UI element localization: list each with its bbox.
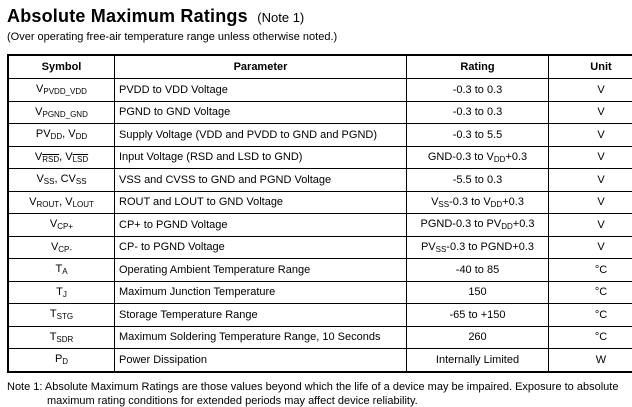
table-row: TSTG Storage Temperature Range -65 to +150… <box>7 303 632 327</box>
header-parameter: Parameter <box>114 54 407 79</box>
unit-cell: °C <box>548 258 632 282</box>
symbol-cell: TSDR <box>7 325 115 349</box>
subscript-overline: RSD <box>42 154 60 164</box>
table-row: TJ Maximum Junction Temperature 150 °C <box>7 280 632 304</box>
parameter-cell: CP- to PGND Voltage <box>114 235 407 259</box>
subscript: DD <box>501 222 513 232</box>
rating-cell: GND-0.3 to VDD+0.3 <box>406 145 549 169</box>
header-rating: Rating <box>406 54 549 79</box>
table-row: TA Operating Ambient Temperature Range -40… <box>7 258 632 282</box>
subscript: PGND_GND <box>42 109 88 119</box>
parameter-cell: Maximum Soldering Temperature Range, 10 … <box>114 325 407 349</box>
subscript: PVDD_VDD <box>43 87 87 97</box>
table-row: PD Power Dissipation Internally Limited W <box>7 348 632 372</box>
rating-cell: -0.3 to 5.5 <box>406 123 549 147</box>
subscript: SS <box>43 177 55 187</box>
unit-cell: W <box>548 348 632 372</box>
parameter-cell: Storage Temperature Range <box>114 303 407 327</box>
subscript-overline: LSD <box>72 154 89 164</box>
parameter-cell: CP+ to PGND Voltage <box>114 213 407 237</box>
subscript: DD <box>75 132 88 142</box>
rating-cell: VSS-0.3 to VDD+0.3 <box>406 190 549 214</box>
rating-cell: PGND-0.3 to PVDD+0.3 <box>406 213 549 237</box>
subscript: DD <box>50 132 63 142</box>
page-title-note: (Note 1) <box>257 10 305 25</box>
page-title-row: Absolute Maximum Ratings (Note 1) <box>7 6 625 27</box>
abs-max-ratings-table: Symbol Parameter Rating Unit VPVDD_VDD PV… <box>7 54 632 373</box>
subscript: DD <box>490 199 503 209</box>
header-unit: Unit <box>548 54 632 79</box>
unit-cell: V <box>548 213 632 237</box>
rating-cell: PVSS-0.3 to PGND+0.3 <box>406 235 549 259</box>
unit-cell: V <box>548 78 632 102</box>
unit-cell: °C <box>548 303 632 327</box>
subscript: CP- <box>58 244 73 254</box>
subscript: STG <box>56 312 74 322</box>
unit-cell: V <box>548 235 632 259</box>
table-row: VPGND_GND PGND to GND Voltage -0.3 to 0.3 V <box>7 100 632 124</box>
rating-cell: -65 to +150 <box>406 303 549 327</box>
symbol-cell: TSTG <box>7 303 115 327</box>
unit-cell: V <box>548 145 632 169</box>
symbol-cell: VPVDD_VDD <box>7 78 115 102</box>
rating-cell: Internally Limited <box>406 348 549 372</box>
subscript: D <box>62 357 69 367</box>
table-row: VPVDD_VDD PVDD to VDD Voltage -0.3 to 0.3 V <box>7 78 632 102</box>
subscript: SS <box>438 199 450 209</box>
rating-cell: -5.5 to 0.3 <box>406 168 549 192</box>
unit-cell: V <box>548 123 632 147</box>
table-row: VCP+ CP+ to PGND Voltage PGND-0.3 to PVDD+… <box>7 213 632 237</box>
page-subtitle: (Over operating free-air temperature ran… <box>7 31 338 43</box>
unit-cell: V <box>548 100 632 124</box>
symbol-cell: VROUT, VLOUT <box>7 190 115 214</box>
unit-cell: °C <box>548 280 632 304</box>
symbol-cell: VCP+ <box>7 213 115 237</box>
parameter-cell: ROUT and LOUT to GND Voltage <box>114 190 407 214</box>
parameter-cell: PGND to GND Voltage <box>114 100 407 124</box>
rating-cell: -0.3 to 0.3 <box>406 78 549 102</box>
table-row: VCP- CP- to PGND Voltage PVSS-0.3 to PGND+… <box>7 235 632 259</box>
note-1: Note 1: Absolute Maximum Ratings are tho… <box>7 380 619 407</box>
table-row: PVDD, VDD Supply Voltage (VDD and PVDD to… <box>7 123 632 147</box>
rating-cell: -40 to 85 <box>406 258 549 282</box>
unit-cell: V <box>548 190 632 214</box>
rating-cell: 260 <box>406 325 549 349</box>
rating-cell: -0.3 to 0.3 <box>406 100 549 124</box>
table-header-row: Symbol Parameter Rating Unit <box>7 54 632 79</box>
symbol-cell: PD <box>7 348 115 372</box>
parameter-cell: Power Dissipation <box>114 348 407 372</box>
table-row: VROUT, VLOUT ROUT and LOUT to GND Voltage… <box>7 190 632 214</box>
parameter-cell: Supply Voltage (VDD and PVDD to GND and … <box>114 123 407 147</box>
unit-cell: °C <box>548 325 632 349</box>
table-row: TSDR Maximum Soldering Temperature Range,… <box>7 325 632 349</box>
unit-cell: V <box>548 168 632 192</box>
subscript: SDR <box>56 334 74 344</box>
symbol-cell: VRSD, VLSD <box>7 145 115 169</box>
subscript: SS <box>435 244 447 254</box>
parameter-cell: PVDD to VDD Voltage <box>114 78 407 102</box>
symbol-cell: VSS, CVSS <box>7 168 115 192</box>
subscript: LOUT <box>72 199 94 209</box>
parameter-cell: Maximum Junction Temperature <box>114 280 407 304</box>
subscript: ROUT <box>36 199 60 209</box>
table-row: VSS, CVSS VSS and CVSS to GND and PGND Vo… <box>7 168 632 192</box>
page-title: Absolute Maximum Ratings <box>7 6 248 26</box>
subscript: J <box>62 289 67 299</box>
subscript: DD <box>493 154 506 164</box>
symbol-cell: VPGND_GND <box>7 100 115 124</box>
symbol-cell: TA <box>7 258 115 282</box>
subscript: A <box>62 267 68 277</box>
subscript: SS <box>75 177 87 187</box>
symbol-cell: TJ <box>7 280 115 304</box>
symbol-cell: VCP- <box>7 235 115 259</box>
parameter-cell: VSS and CVSS to GND and PGND Voltage <box>114 168 407 192</box>
parameter-cell: Operating Ambient Temperature Range <box>114 258 407 282</box>
symbol-cell: PVDD, VDD <box>7 123 115 147</box>
subscript: CP+ <box>57 222 74 232</box>
header-symbol: Symbol <box>7 54 115 79</box>
table-row: VRSD, VLSD Input Voltage (RSD and LSD to … <box>7 145 632 169</box>
parameter-cell: Input Voltage (RSD and LSD to GND) <box>114 145 407 169</box>
rating-cell: 150 <box>406 280 549 304</box>
